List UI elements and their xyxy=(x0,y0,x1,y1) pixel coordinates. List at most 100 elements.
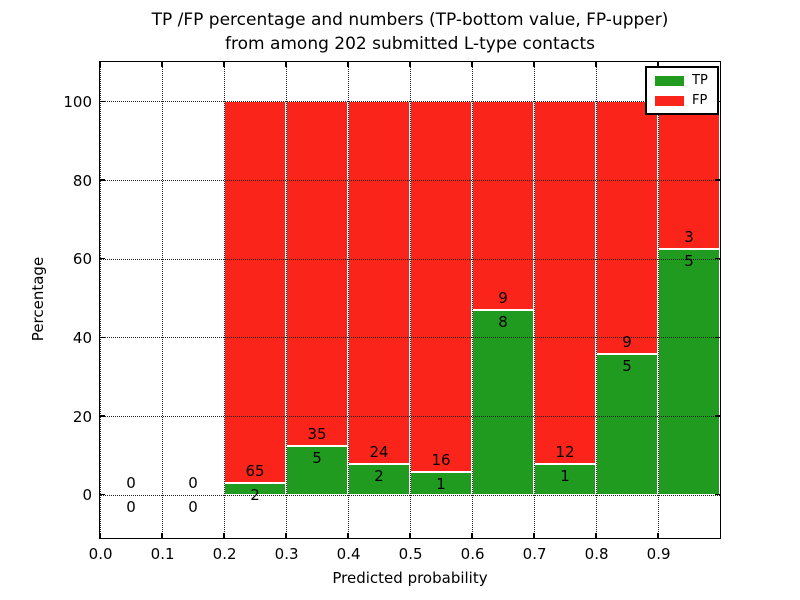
fp-count-label: 9 xyxy=(498,288,508,307)
fp-count-label: 9 xyxy=(622,333,632,352)
x-tick-label: 0.1 xyxy=(150,545,175,563)
fp-count-label: 12 xyxy=(555,443,575,462)
chart-title-line1: TP /FP percentage and numbers (TP-bottom… xyxy=(151,10,669,30)
fp-count-label: 0 xyxy=(188,473,198,492)
y-tick-mark xyxy=(100,415,105,417)
y-tick-mark xyxy=(715,179,720,181)
fp-bar-segment xyxy=(596,101,658,355)
y-tick-mark xyxy=(100,100,105,103)
tp-count-label: 2 xyxy=(374,467,384,486)
fp-count-label: 24 xyxy=(369,443,389,462)
x-tick-mark xyxy=(657,62,659,67)
fp-bar-segment xyxy=(534,101,596,465)
fp-count-label: 35 xyxy=(307,424,327,443)
tp-bar-segment xyxy=(596,354,658,495)
y-tick-mark xyxy=(100,493,105,496)
tp-bar-segment xyxy=(348,464,410,495)
x-tick-mark xyxy=(285,533,287,538)
x-axis-label: Predicted probability xyxy=(332,569,488,587)
legend-item-tp: TP xyxy=(655,74,708,87)
v-gridline xyxy=(224,62,225,538)
x-tick-mark xyxy=(285,62,287,67)
y-tick-label: 0 xyxy=(82,486,92,505)
x-tick-mark xyxy=(223,62,225,67)
fp-bar-segment xyxy=(658,101,720,249)
x-tick-mark xyxy=(99,533,101,538)
tp-count-label: 2 xyxy=(250,485,260,504)
v-gridline xyxy=(100,62,101,538)
fp-bar-segment xyxy=(348,101,410,465)
v-gridline xyxy=(410,62,411,538)
v-gridline xyxy=(348,62,349,538)
chart-title-line2: from among 202 submitted L-type contacts xyxy=(224,34,595,54)
v-gridline xyxy=(658,62,659,538)
y-tick-label: 20 xyxy=(72,407,92,426)
x-tick-label: 0.8 xyxy=(584,545,609,563)
fp-count-label: 3 xyxy=(684,227,694,246)
x-tick-label: 0.5 xyxy=(398,545,423,563)
tp-count-label: 5 xyxy=(622,357,632,376)
x-tick-mark xyxy=(595,533,597,538)
y-tick-mark xyxy=(100,257,105,260)
y-tick-label: 80 xyxy=(72,171,92,190)
y-tick-mark xyxy=(100,179,105,181)
y-tick-mark xyxy=(715,415,720,417)
v-gridline xyxy=(534,62,535,538)
v-gridline xyxy=(472,62,473,538)
x-tick-label: 0.7 xyxy=(522,545,547,563)
x-tick-mark xyxy=(223,533,225,538)
x-tick-label: 0.6 xyxy=(460,545,485,563)
tp-count-label: 1 xyxy=(436,474,446,493)
tp-legend-label: TP xyxy=(692,73,708,88)
x-tick-mark xyxy=(595,62,597,67)
y-tick-label: 100 xyxy=(63,92,92,111)
fp-bar-segment xyxy=(286,101,348,446)
v-gridline xyxy=(286,62,287,538)
legend: TP FP xyxy=(645,66,719,115)
y-tick-mark xyxy=(715,336,720,339)
y-tick-mark xyxy=(100,336,105,339)
tp-count-label: 5 xyxy=(684,251,694,270)
v-gridline xyxy=(596,62,597,538)
x-tick-mark xyxy=(471,62,473,67)
fp-count-label: 16 xyxy=(431,450,451,469)
x-tick-label: 0.2 xyxy=(212,545,237,563)
x-tick-mark xyxy=(471,533,473,538)
x-tick-mark xyxy=(161,62,163,67)
x-tick-label: 0.4 xyxy=(336,545,361,563)
legend-item-fp: FP xyxy=(655,94,708,107)
fp-legend-swatch xyxy=(655,95,684,106)
x-tick-mark xyxy=(347,533,349,538)
fp-count-label: 65 xyxy=(245,461,265,480)
tp-count-label: 0 xyxy=(126,497,136,516)
v-gridline xyxy=(162,62,163,538)
y-tick-mark xyxy=(715,493,720,496)
x-tick-mark xyxy=(409,533,411,538)
x-tick-label: 0.0 xyxy=(88,545,113,563)
chart-title: TP /FP percentage and numbers (TP-bottom… xyxy=(90,8,730,56)
y-tick-mark xyxy=(715,257,720,260)
fp-legend-label: FP xyxy=(692,93,708,108)
x-tick-mark xyxy=(533,533,535,538)
fp-bar-segment xyxy=(472,101,534,310)
tp-count-label: 1 xyxy=(560,467,570,486)
fp-bar-segment xyxy=(224,101,286,483)
y-tick-label: 40 xyxy=(72,328,92,347)
y-tick-label: 60 xyxy=(72,250,92,269)
plot-area: 0 0 0 0 65 2 35 5 24 2 16 1 9 8 12 1 9 5 3 5 TP FP xyxy=(99,61,721,539)
fp-count-label: 0 xyxy=(126,473,136,492)
tp-count-label: 5 xyxy=(312,448,322,467)
x-tick-label: 0.3 xyxy=(274,545,299,563)
tp-bar-segment xyxy=(534,464,596,495)
x-tick-mark xyxy=(347,62,349,67)
tp-count-label: 0 xyxy=(188,497,198,516)
tp-legend-swatch xyxy=(655,75,684,86)
tp-count-label: 8 xyxy=(498,312,508,331)
x-tick-mark xyxy=(409,62,411,67)
x-tick-mark xyxy=(161,533,163,538)
x-tick-mark xyxy=(99,62,101,67)
x-tick-mark xyxy=(533,62,535,67)
x-tick-label: 0.9 xyxy=(646,545,671,563)
tp-bar-segment xyxy=(658,248,720,495)
